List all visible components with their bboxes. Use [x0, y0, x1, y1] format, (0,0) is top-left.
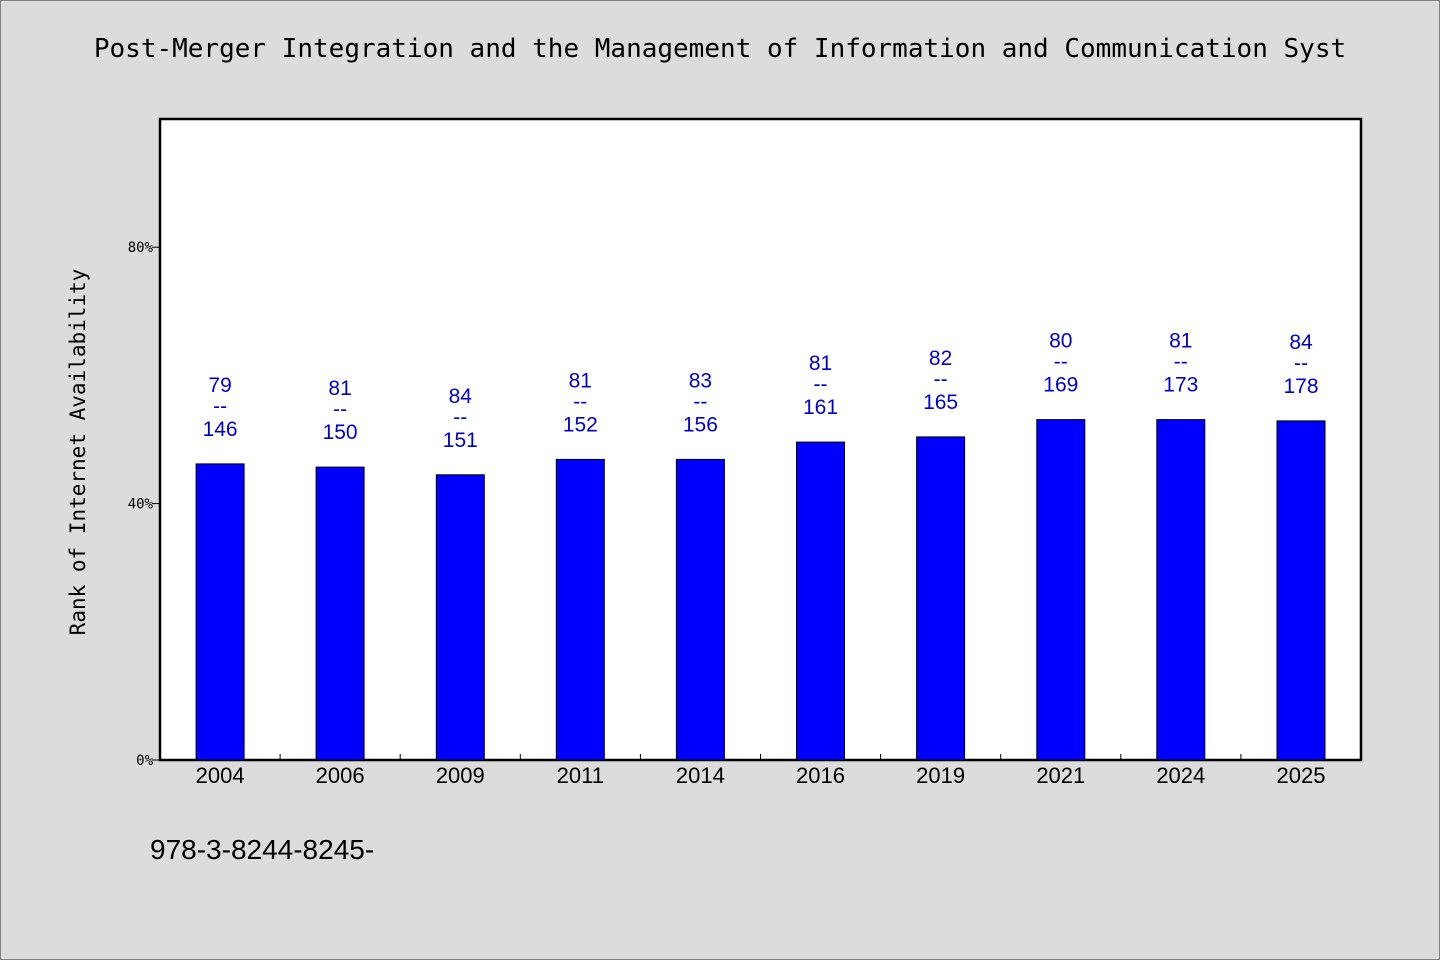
data-label-bottom-2024: 173 [1163, 374, 1198, 397]
data-label-top-2021: 80 [1049, 330, 1072, 353]
y-tick-label: 80% [128, 240, 154, 256]
data-label-bottom-2009: 151 [443, 429, 478, 452]
x-tick-label-2016: 2016 [796, 763, 845, 788]
data-label-bottom-2011: 152 [563, 413, 598, 436]
data-label-top-2025: 84 [1289, 331, 1313, 354]
bar-2024 [1156, 419, 1206, 761]
data-label-sep-2014: -- [693, 390, 707, 413]
data-label-bottom-2016: 161 [803, 396, 838, 419]
data-label-sep-2021: -- [1054, 351, 1068, 374]
data-label-top-2009: 84 [449, 385, 473, 408]
data-label-bottom-2025: 178 [1283, 375, 1318, 398]
data-label-sep-2025: -- [1294, 352, 1308, 375]
y-axis-label: Rank of Internet Availability [66, 269, 90, 636]
data-label-sep-2006: -- [333, 398, 347, 421]
bar-2019 [916, 436, 966, 761]
data-label-bottom-2006: 150 [323, 421, 358, 444]
y-tick-label: 0% [136, 753, 153, 769]
data-label-sep-2004: -- [213, 395, 227, 418]
bar-2025 [1276, 420, 1326, 761]
chart-title: Post-Merger Integration and the Manageme… [93, 34, 1347, 64]
data-label-top-2014: 83 [689, 369, 712, 392]
data-label-bottom-2021: 169 [1043, 374, 1078, 397]
footer-isbn-text: 978-3-8244-8245- [150, 834, 375, 865]
x-tick-label-2009: 2009 [436, 763, 485, 788]
data-label-sep-2024: -- [1174, 351, 1188, 374]
data-label-top-2006: 81 [328, 377, 351, 400]
data-labels-group: 79--14681--15084--15181--15283--15681--1… [203, 330, 1319, 452]
bar-2021 [1036, 419, 1086, 761]
bar-2014 [675, 458, 725, 761]
y-axis: 0% 40% 80% [128, 240, 160, 769]
x-tick-label-2025: 2025 [1277, 763, 1326, 788]
bar-2006 [315, 466, 365, 761]
x-tick-label-2021: 2021 [1036, 763, 1085, 788]
y-tick-label: 40% [128, 497, 154, 513]
data-label-top-2019: 82 [929, 347, 952, 370]
data-label-top-2011: 81 [569, 369, 592, 392]
data-label-sep-2009: -- [453, 406, 467, 429]
bar-2004 [195, 463, 245, 761]
data-label-top-2024: 81 [1169, 330, 1192, 353]
data-label-sep-2011: -- [573, 390, 587, 413]
bar-2016 [796, 441, 845, 761]
x-tick-label-2014: 2014 [676, 763, 725, 788]
data-label-bottom-2014: 156 [683, 413, 718, 436]
x-axis: 2004 2006 2009 2011 2014 2016 2019 2021 2024 2025 [196, 754, 1326, 788]
x-tick-label-2006: 2006 [316, 763, 365, 788]
x-tick-label-2019: 2019 [916, 763, 965, 788]
bars-group [195, 419, 1326, 761]
data-label-sep-2019: -- [934, 368, 948, 391]
bar-2011 [555, 458, 605, 761]
bar-2009 [435, 474, 485, 761]
data-label-sep-2016: -- [814, 373, 828, 396]
x-tick-label-2004: 2004 [196, 763, 245, 788]
data-label-bottom-2019: 165 [923, 391, 958, 414]
data-label-top-2004: 79 [208, 374, 231, 397]
x-tick-label-2024: 2024 [1156, 763, 1205, 788]
x-tick-label-2011: 2011 [557, 763, 604, 788]
data-label-top-2016: 81 [809, 352, 832, 375]
data-label-bottom-2004: 146 [203, 418, 238, 441]
